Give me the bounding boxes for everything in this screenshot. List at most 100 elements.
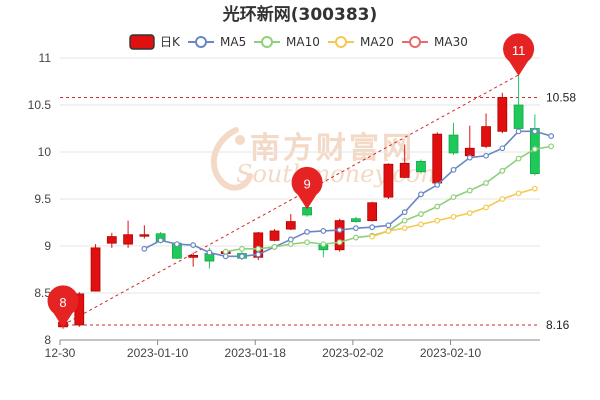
candle-body xyxy=(432,133,443,184)
legend-item-ma5: MA5 xyxy=(188,35,246,49)
x-tick-label: 12-30 xyxy=(45,346,76,360)
y-tick-label: 9.5 xyxy=(34,192,51,206)
candle xyxy=(106,232,117,248)
candle xyxy=(529,114,540,176)
ma10-point xyxy=(548,143,555,150)
marker-label: 11 xyxy=(512,43,526,58)
ma10-point xyxy=(450,194,457,201)
legend-dot-icon xyxy=(409,36,421,48)
legend-label: MA30 xyxy=(434,35,468,49)
ma10-point xyxy=(304,239,310,246)
ma10-point xyxy=(287,241,294,248)
ma20-point xyxy=(483,204,489,211)
ma5-point xyxy=(287,236,294,243)
candle-body xyxy=(383,163,394,198)
ma5-point xyxy=(418,191,424,198)
axes: 8 8.5 9 9.5 10 10.5 11 12-30 2023-01-10 2023-01-1… xyxy=(28,51,540,360)
candle xyxy=(399,144,410,179)
ma5-point xyxy=(450,166,457,173)
ma5-point xyxy=(548,133,555,139)
trend-line xyxy=(62,74,519,326)
ma10-point xyxy=(499,167,506,174)
watermark-logo-icon xyxy=(210,127,253,191)
legend-item-日k: 日K xyxy=(129,34,181,50)
ma10-point xyxy=(239,245,245,252)
ma10-point xyxy=(271,244,278,250)
y-tick-label: 9 xyxy=(44,239,51,253)
grid xyxy=(60,57,540,341)
price-marker: 11 xyxy=(503,33,535,76)
x-tick-label: 2023-01-18 xyxy=(225,346,287,360)
ma10-point xyxy=(320,241,327,248)
marker-pin xyxy=(503,33,535,76)
ma5-point xyxy=(304,228,310,235)
ma5-point xyxy=(336,227,343,233)
ma5-point xyxy=(515,128,522,135)
ma5-point xyxy=(173,241,180,248)
x-tick-label: 2023-02-02 xyxy=(322,346,384,360)
candle-body xyxy=(367,202,378,222)
ma5-point xyxy=(157,237,164,244)
ma5-point xyxy=(401,209,408,216)
legend-dot-icon xyxy=(195,36,207,48)
y-tick-label: 8 xyxy=(44,333,51,347)
ma20-point xyxy=(466,210,473,217)
candle-body xyxy=(334,220,345,251)
ma10-point xyxy=(336,239,343,246)
ma20-point xyxy=(369,233,376,240)
ma5-point xyxy=(239,253,245,260)
y-tick-label: 11 xyxy=(39,51,52,65)
marker-pin xyxy=(291,166,323,210)
ma5-point xyxy=(352,225,359,232)
candle xyxy=(497,92,508,134)
ma20-point xyxy=(450,213,457,220)
ma5-point xyxy=(385,222,392,229)
candle xyxy=(481,113,491,149)
candle xyxy=(351,216,361,223)
ma20-point xyxy=(515,190,522,197)
ma5-point xyxy=(499,145,506,152)
marker-label: 8 xyxy=(59,295,66,310)
watermark-en: Southmoney.com xyxy=(236,160,443,188)
legend-candle-icon xyxy=(129,34,155,50)
ma5-point xyxy=(141,245,148,252)
ma5-point xyxy=(434,181,441,188)
candle-body xyxy=(285,221,296,230)
candle xyxy=(334,218,345,252)
legend-dot-icon xyxy=(261,36,273,48)
candle xyxy=(139,225,150,239)
ma20-point xyxy=(531,185,538,192)
candle-body xyxy=(188,254,199,258)
candle xyxy=(416,159,426,174)
candle xyxy=(448,122,459,155)
candle-body xyxy=(464,147,475,157)
ma5-point xyxy=(190,242,197,248)
ma5-point xyxy=(320,228,327,234)
candle-body xyxy=(448,134,459,154)
x-tick-label: 2023-01-10 xyxy=(127,346,189,360)
candle-body xyxy=(123,234,133,245)
candle-body xyxy=(497,97,508,132)
candle xyxy=(432,132,443,184)
candle xyxy=(188,252,199,267)
ma5-point xyxy=(483,152,489,159)
candle xyxy=(383,163,394,199)
reference-label: 8.16 xyxy=(546,318,570,332)
ma20-point xyxy=(385,228,392,234)
ma10-point xyxy=(531,146,538,153)
moving-averages xyxy=(141,128,555,260)
candle-body xyxy=(481,126,491,147)
ma10-point xyxy=(434,203,441,210)
candle xyxy=(513,74,524,132)
ma10-point xyxy=(352,234,359,241)
ma5-point xyxy=(255,251,262,258)
legend-label: MA20 xyxy=(360,35,394,49)
candle xyxy=(367,201,378,222)
candle xyxy=(285,214,296,231)
ma10-point xyxy=(483,180,489,186)
legend-item-ma10: MA10 xyxy=(254,35,320,49)
candle-body xyxy=(90,247,101,292)
candle xyxy=(90,244,101,292)
ma5-point xyxy=(222,253,229,260)
